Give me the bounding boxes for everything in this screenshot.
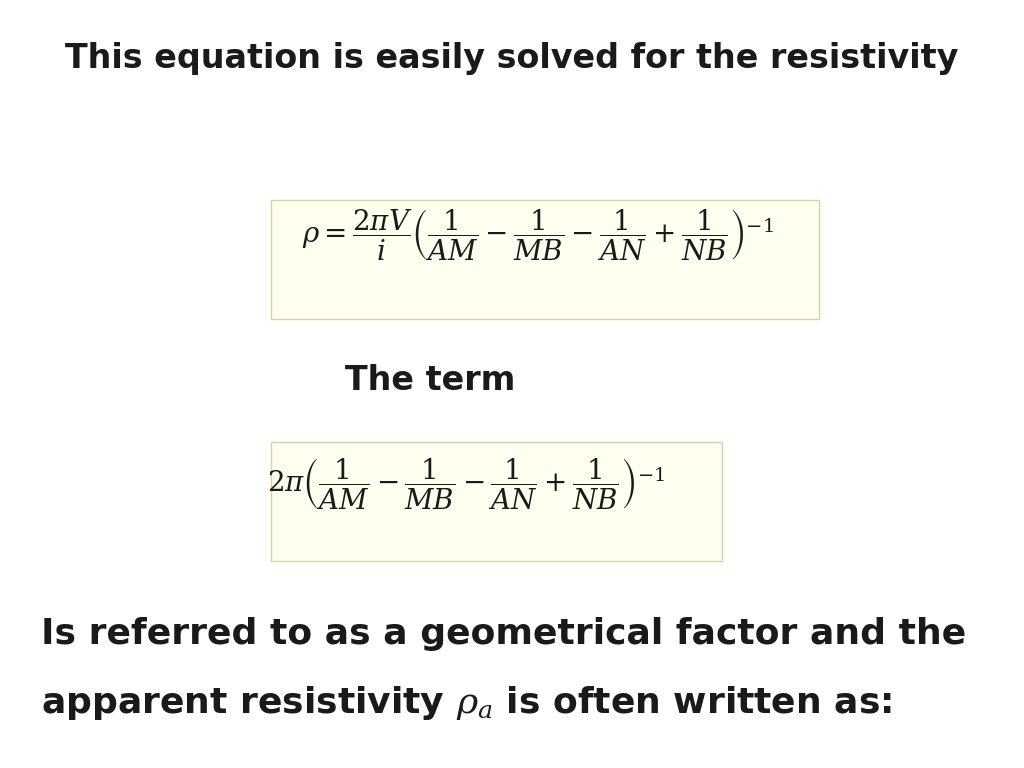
- Text: This equation is easily solved for the resistivity: This equation is easily solved for the r…: [66, 42, 958, 75]
- Text: $2\pi\left(\dfrac{1}{AM} - \dfrac{1}{MB} - \dfrac{1}{AN} + \dfrac{1}{NB}\right)^: $2\pi\left(\dfrac{1}{AM} - \dfrac{1}{MB}…: [267, 456, 665, 511]
- FancyBboxPatch shape: [271, 442, 722, 561]
- Text: apparent resistivity $\rho_a$ is often written as:: apparent resistivity $\rho_a$ is often w…: [41, 684, 892, 722]
- Text: The term: The term: [345, 364, 515, 396]
- FancyBboxPatch shape: [271, 200, 819, 319]
- Text: $\rho = \dfrac{2\pi V}{i}\left(\dfrac{1}{AM} - \dfrac{1}{MB} - \dfrac{1}{AN} + \: $\rho = \dfrac{2\pi V}{i}\left(\dfrac{1}…: [302, 207, 773, 262]
- Text: Is referred to as a geometrical factor and the: Is referred to as a geometrical factor a…: [41, 617, 967, 650]
